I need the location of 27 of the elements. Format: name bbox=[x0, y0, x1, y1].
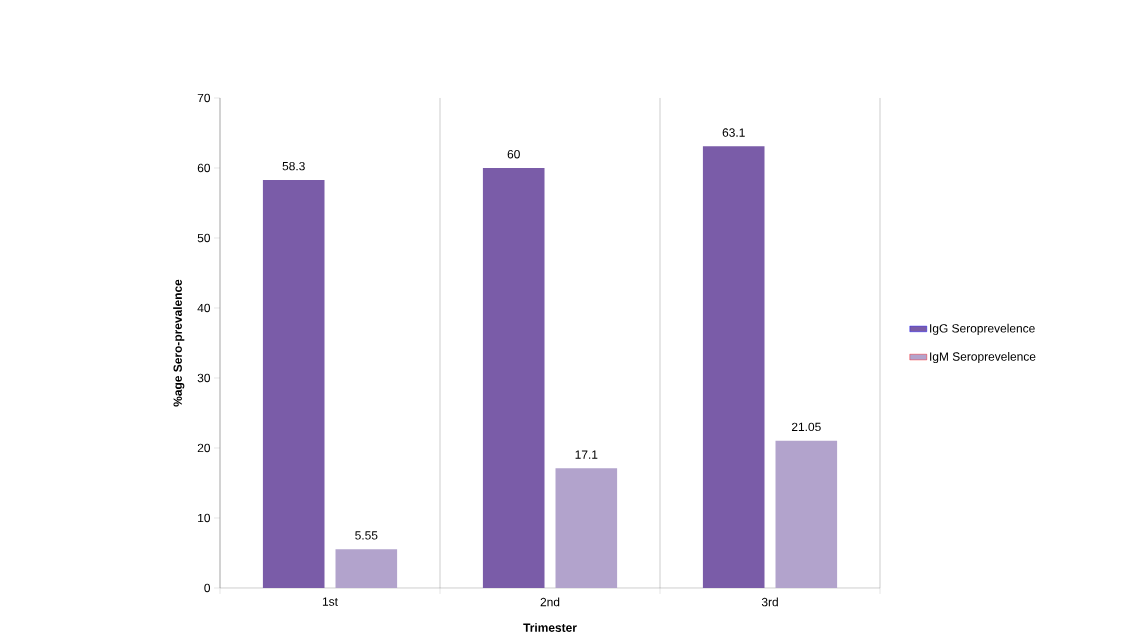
bar bbox=[702, 146, 765, 588]
data-label: 17.1 bbox=[575, 450, 598, 459]
y-tick-label: 70 bbox=[197, 93, 211, 103]
y-tick-label: 10 bbox=[198, 513, 211, 523]
bar bbox=[482, 167, 545, 588]
bar bbox=[775, 440, 838, 588]
x-tick-label: 3rd bbox=[761, 597, 778, 607]
x-tick-label: 2nd bbox=[540, 597, 560, 607]
y-tick-label: 0 bbox=[204, 583, 211, 593]
data-label: 60 bbox=[507, 150, 520, 159]
legend-label: IgM Seroprevelence bbox=[930, 351, 1036, 364]
x-tick-label: 1st bbox=[322, 597, 338, 606]
data-label: 58.3 bbox=[282, 161, 305, 171]
y-tick-label: 30 bbox=[197, 373, 211, 383]
bar bbox=[335, 549, 398, 588]
bar bbox=[555, 468, 618, 588]
x-axis-title: Trimester bbox=[523, 623, 577, 632]
y-tick-label: 40 bbox=[197, 303, 211, 313]
y-tick-label: 60 bbox=[197, 163, 211, 173]
data-label: 63.1 bbox=[722, 128, 745, 137]
legend-label: IgG Seroprevelence bbox=[930, 323, 1035, 335]
y-axis-title: %age Sero-prevalence bbox=[173, 279, 185, 407]
data-label: 5.55 bbox=[355, 531, 378, 540]
data-label: 21.05 bbox=[791, 422, 821, 432]
y-tick-label: 50 bbox=[197, 233, 211, 243]
y-tick-label: 20 bbox=[197, 443, 211, 453]
bar bbox=[262, 179, 325, 588]
